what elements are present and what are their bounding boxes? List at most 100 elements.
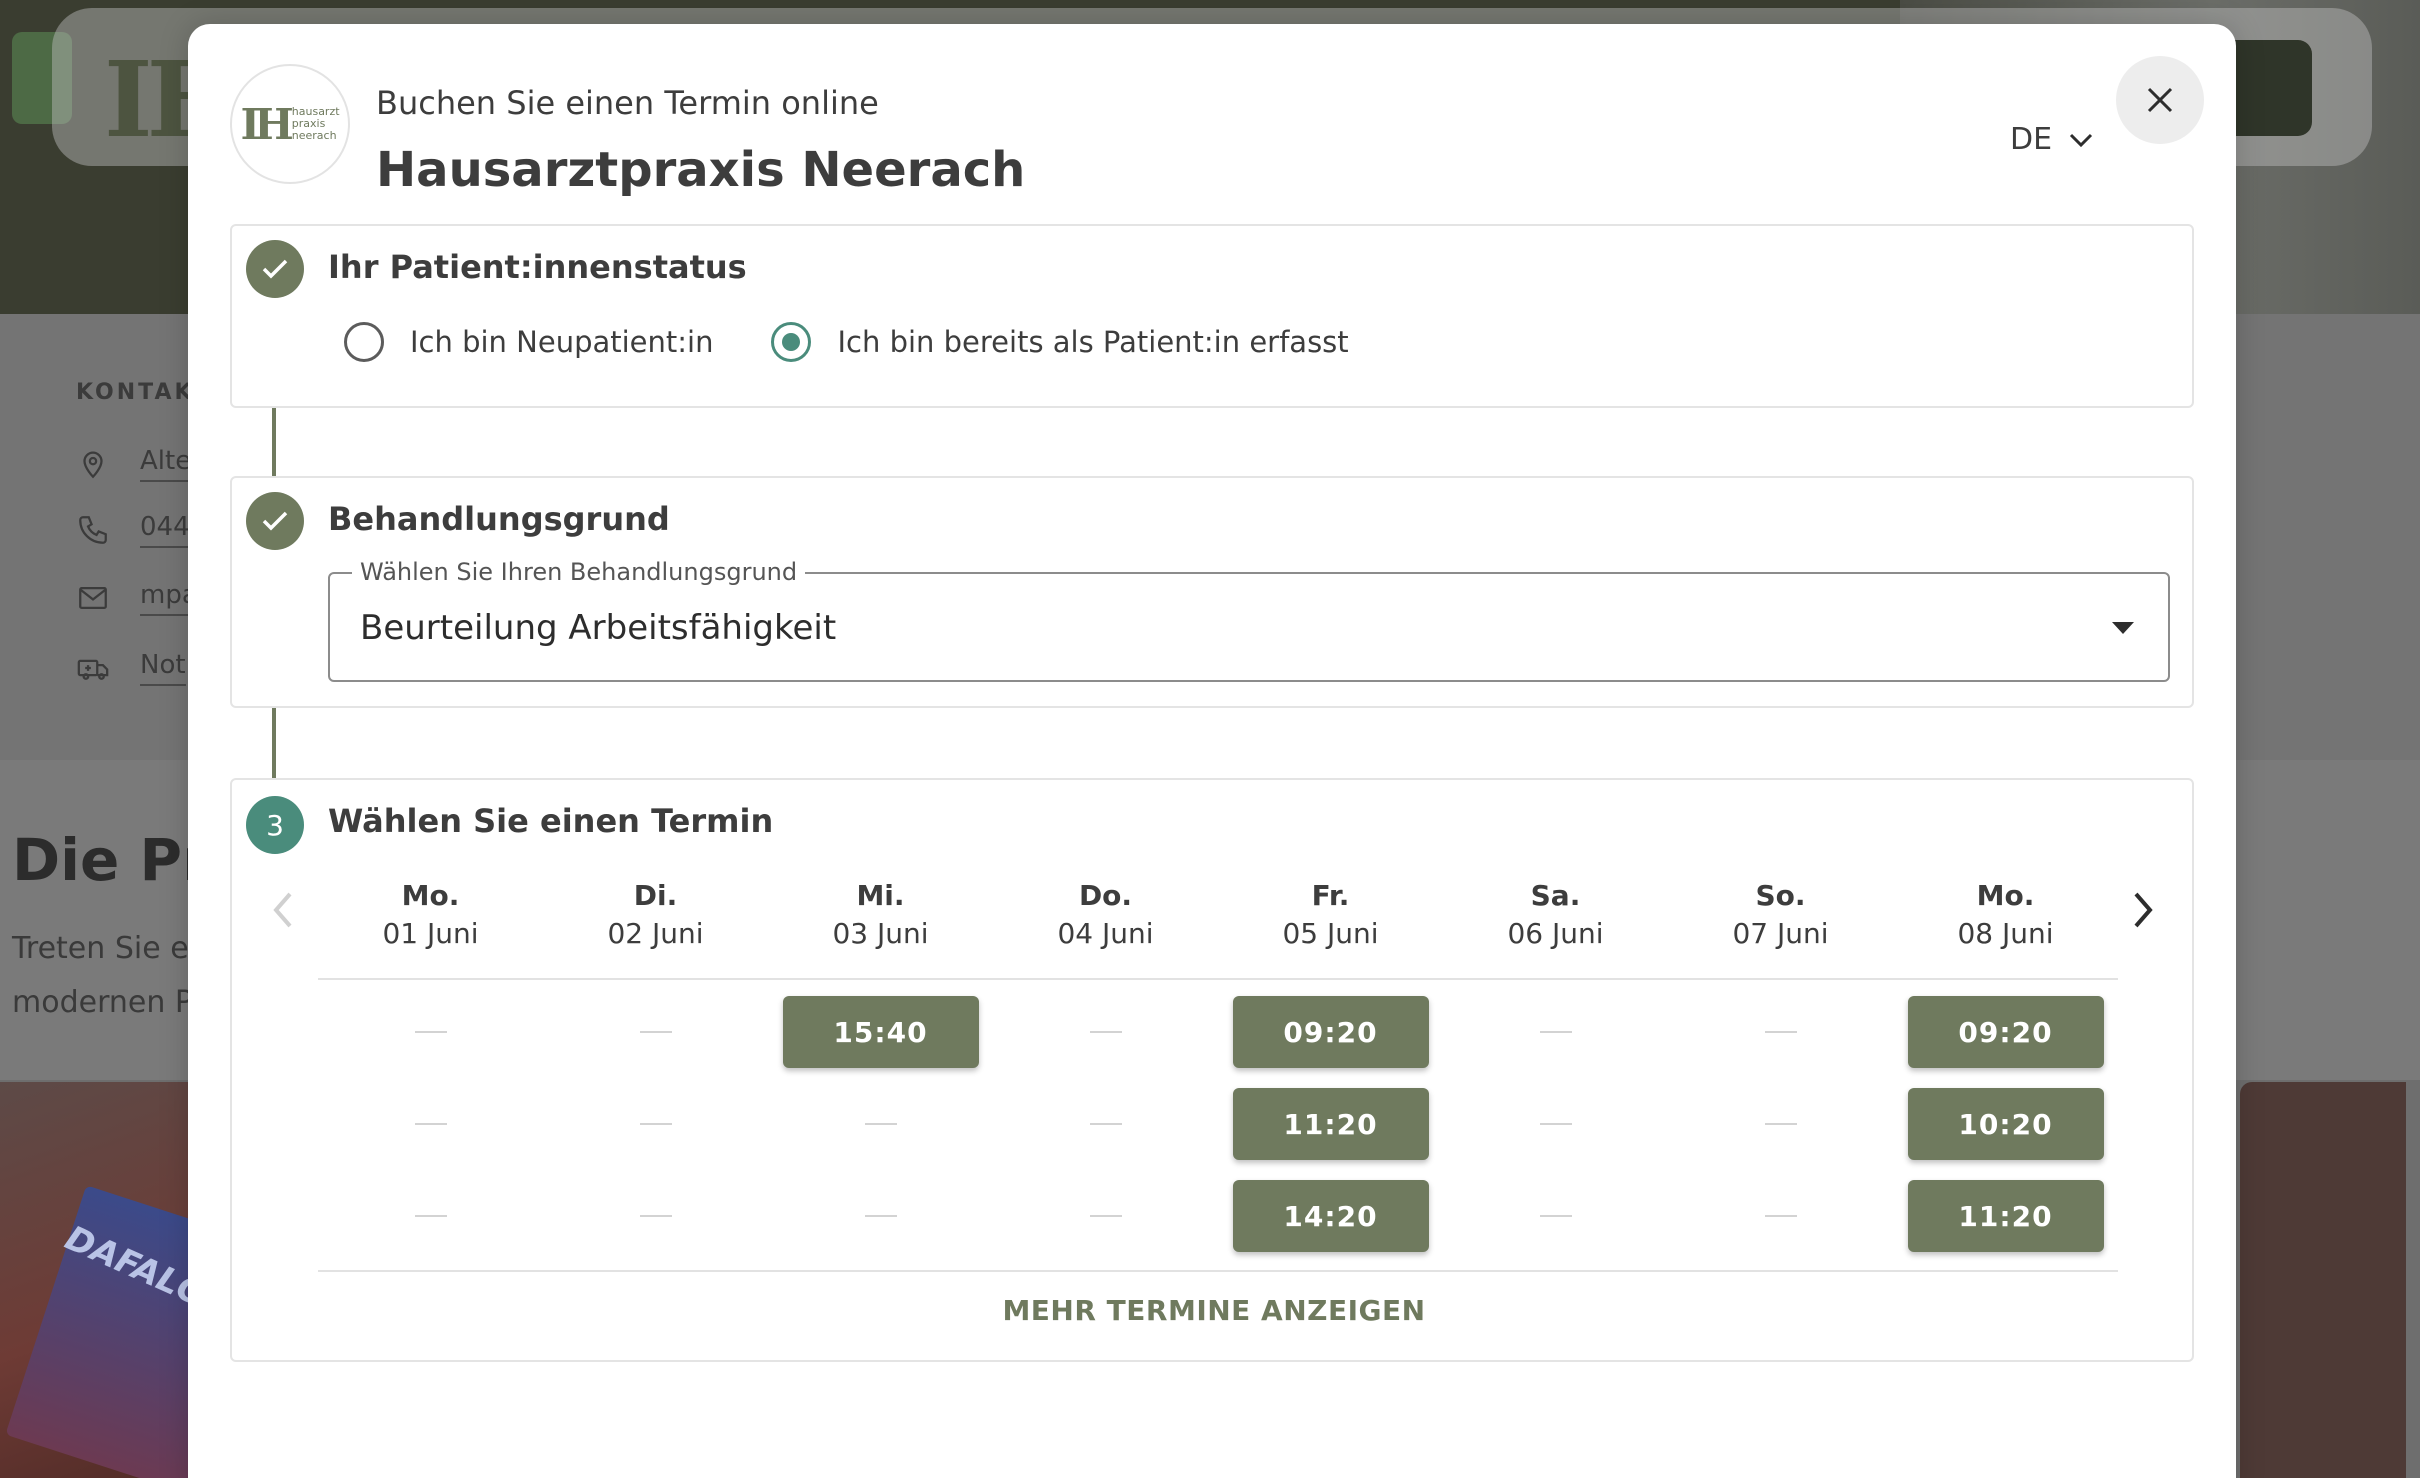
calendar-next-button[interactable] — [2118, 880, 2168, 940]
calendar-day-date: 07 Juni — [1732, 917, 1829, 950]
empty-slot — [1683, 1180, 1879, 1252]
time-slot-button[interactable]: 11:20 — [1232, 1088, 1429, 1160]
select-value: Beurteilung Arbeitsfähigkeit — [360, 608, 837, 648]
empty-slot-dash — [1089, 1031, 1122, 1033]
time-slot-button[interactable]: 14:20 — [1232, 1180, 1429, 1252]
calendar-day-date: 01 Juni — [382, 917, 479, 950]
empty-slot-dash — [639, 1031, 672, 1033]
empty-slot — [783, 1180, 979, 1252]
calendar-day-date: 05 Juni — [1282, 917, 1379, 950]
empty-slot-dash — [1764, 1215, 1797, 1217]
header-accent — [12, 32, 72, 124]
chevron-down-icon — [2070, 133, 2093, 147]
calendar-day-header: Sa. 06 Juni — [1443, 872, 1668, 978]
practice-logo-word: praxis — [291, 117, 326, 130]
contact-phone: 044 — [76, 512, 190, 548]
close-button[interactable] — [2116, 56, 2204, 144]
modal-subtitle: Buchen Sie einen Termin online — [376, 84, 879, 122]
step-1-check — [246, 240, 304, 298]
location-icon — [83, 451, 103, 479]
practice-logo-word: hausarzt — [291, 105, 340, 118]
calendar-slot-column — [993, 980, 1218, 1270]
empty-slot-dash — [1764, 1031, 1797, 1033]
time-slot-button[interactable]: 11:20 — [1907, 1180, 2104, 1252]
close-icon — [2147, 87, 2173, 113]
calendar-slot-column: 09:20 10:20 11:20 — [1893, 980, 2118, 1270]
empty-slot-dash — [1539, 1215, 1572, 1217]
empty-slot — [1458, 996, 1654, 1068]
booking-modal: IH hausarzt praxis neerach Buchen Sie ei… — [188, 24, 2236, 1478]
empty-slot — [558, 996, 754, 1068]
calendar-day-name: Fr. — [1311, 879, 1350, 912]
language-selector[interactable]: DE — [2010, 122, 2094, 157]
contact-emergency: Not — [76, 650, 186, 686]
practice-logo-word: neerach — [291, 129, 337, 142]
calendar-slot-column: 15:40 — [768, 980, 993, 1270]
empty-slot-dash — [1539, 1031, 1572, 1033]
radio-new-patient[interactable]: Ich bin Neupatient:in — [344, 322, 713, 362]
treatment-reason-select[interactable]: Wählen Sie Ihren Behandlungsgrund Beurte… — [328, 558, 2170, 682]
practice-text: Treten Sie ei modernen Pr — [12, 922, 205, 1030]
empty-slot — [558, 1088, 754, 1160]
empty-slot-dash — [414, 1215, 447, 1217]
mail-icon — [79, 586, 107, 610]
calendar-slot-grid: 15:40 09:20 11:20 14:20 09:20 10:20 11:20 — [318, 980, 2118, 1272]
more-appointments-button[interactable]: MEHR TERMINE ANZEIGEN — [1002, 1294, 1426, 1327]
calendar-day-date: 06 Juni — [1507, 917, 1604, 950]
patient-status-card: Ihr Patient:innenstatus Ich bin Neupatie… — [230, 224, 2194, 408]
radio-existing-patient[interactable]: Ich bin bereits als Patient:in erfasst — [771, 322, 1349, 362]
empty-slot — [333, 1180, 529, 1252]
appointment-card: 3 Wählen Sie einen Termin Mo. 01 Juni Di. 0… — [230, 778, 2194, 1362]
contact-emergency-text: Not — [140, 650, 186, 686]
contact-address-text: Alte — [140, 446, 192, 482]
time-slot-button[interactable]: 10:20 — [1907, 1088, 2104, 1160]
contact-phone-text: 044 — [140, 512, 190, 548]
contact-title: KONTAKT — [76, 380, 213, 405]
empty-slot — [1458, 1088, 1654, 1160]
calendar-prev-button[interactable] — [258, 880, 308, 940]
empty-slot-dash — [414, 1123, 447, 1125]
calendar-day-header: So. 07 Juni — [1668, 872, 1893, 978]
practice-logo-words: hausarzt praxis neerach — [292, 106, 340, 142]
contact-address: Alte — [76, 446, 192, 482]
calendar-day-name: Mo. — [1976, 879, 2035, 912]
calendar-slot-column: 09:20 11:20 14:20 — [1218, 980, 1443, 1270]
radio-button[interactable] — [344, 322, 384, 362]
calendar-slot-column — [1668, 980, 1893, 1270]
calendar-day-headers: Mo. 01 Juni Di. 02 Juni Mi. 03 Juni Do. 04 Juni… — [318, 872, 2118, 980]
calendar-day-name: Do. — [1078, 879, 1133, 912]
calendar-day-date: 04 Juni — [1057, 917, 1154, 950]
chevron-left-icon — [273, 892, 292, 928]
time-slot-button[interactable]: 09:20 — [1232, 996, 1429, 1068]
empty-slot-dash — [864, 1123, 897, 1125]
empty-slot — [558, 1180, 754, 1252]
caret-down-icon — [2112, 622, 2134, 634]
calendar-day-header: Fr. 05 Juni — [1218, 872, 1443, 978]
check-icon — [262, 511, 288, 531]
chevron-right-icon — [2134, 892, 2153, 928]
calendar-slot-column — [543, 980, 768, 1270]
empty-slot — [1008, 1088, 1204, 1160]
calendar-day-name: Di. — [633, 879, 678, 912]
time-slot-button[interactable]: 09:20 — [1907, 996, 2104, 1068]
step-2-check — [246, 492, 304, 550]
treatment-reason-card: Behandlungsgrund Wählen Sie Ihren Behand… — [230, 476, 2194, 708]
check-icon — [262, 259, 288, 279]
appointment-title: Wählen Sie einen Termin — [328, 802, 774, 840]
practice-text-line: modernen Pr — [12, 985, 205, 1020]
phone-icon — [79, 516, 107, 544]
calendar-day-header: Mi. 03 Juni — [768, 872, 993, 978]
empty-slot — [1683, 996, 1879, 1068]
patient-status-title: Ihr Patient:innenstatus — [328, 248, 747, 286]
empty-slot — [333, 1088, 529, 1160]
time-slot-button[interactable]: 15:40 — [782, 996, 979, 1068]
empty-slot-dash — [1539, 1123, 1572, 1125]
empty-slot-dash — [639, 1215, 672, 1217]
empty-slot-dash — [1089, 1123, 1122, 1125]
practice-logo: IH hausarzt praxis neerach — [230, 64, 350, 184]
empty-slot — [1008, 1180, 1204, 1252]
empty-slot — [1683, 1088, 1879, 1160]
radio-button-selected[interactable] — [771, 322, 812, 362]
empty-slot — [1458, 1180, 1654, 1252]
calendar-day-header: Mo. 08 Juni — [1893, 872, 2118, 978]
